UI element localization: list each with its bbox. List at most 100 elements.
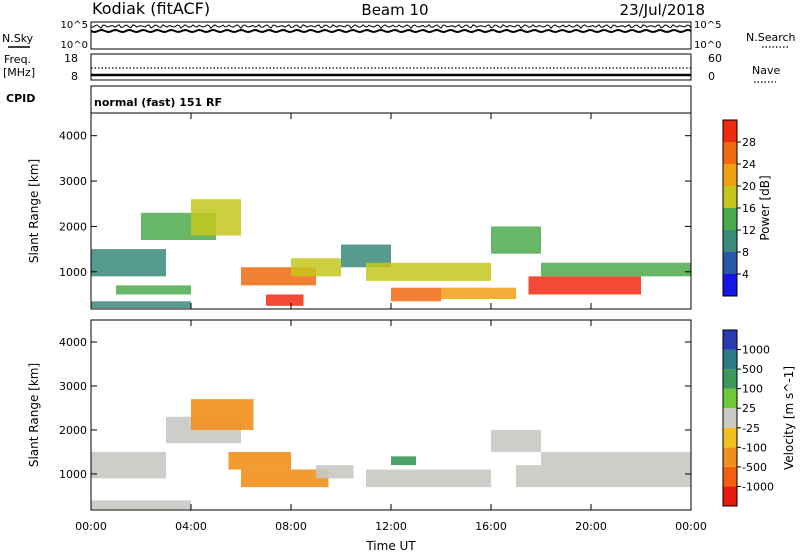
power-colorbar-tick-label-3: 16 (742, 202, 756, 215)
noise-right-tick-bottom: 10^0 (694, 40, 721, 51)
nave-label: Nave (752, 64, 780, 77)
freq-panel: Freq. [MHz] 18 8 60 0 Nave (3, 52, 780, 83)
power-region-11 (441, 287, 516, 300)
xtick-label-4: 16:00 (475, 520, 507, 533)
velocity-colorbar-label: Velocity [m s^-1] (782, 366, 796, 470)
power-region-4 (191, 199, 241, 236)
velocity-colorbar-swatch-8 (723, 330, 737, 350)
freq-label: Freq. (4, 53, 31, 66)
velocity-region-0 (91, 500, 191, 510)
noise-left-tick-bottom: 10^0 (61, 40, 88, 51)
power-panel: 1000 2000 3000 4000 Slant Range [km] (27, 112, 692, 310)
station-title: Kodiak (fitACF) (92, 0, 210, 18)
velocity-colorbar-tick-label-7: 1000 (742, 344, 770, 357)
nsearch-trace (90, 28, 692, 34)
power-ytick-label-3: 4000 (59, 130, 87, 143)
velocity-ytick-label-3: 4000 (59, 336, 87, 349)
xtick-label-5: 20:00 (575, 520, 607, 533)
power-region-14 (541, 262, 691, 277)
power-ytick-label-2: 3000 (59, 175, 87, 188)
power-colorbar-tick-label-0: 4 (742, 268, 749, 281)
nsky-label: N.Sky (2, 32, 34, 45)
power-region-2 (116, 285, 191, 295)
power-colorbar-swatch-5 (723, 164, 737, 186)
velocity-region-5 (241, 469, 329, 488)
velocity-region-1 (91, 451, 166, 479)
power-region-1 (91, 249, 166, 277)
power-colorbar: 4 8 12 16 20 24 28 Power [dB] (722, 119, 772, 297)
velocity-region-3 (191, 399, 254, 430)
freq-right-tick-top: 60 (708, 52, 722, 65)
velocity-colorbar-swatch-7 (723, 349, 737, 370)
power-colorbar-tick-label-5: 24 (742, 158, 756, 171)
velocity-colorbar-tick-label-3: -25 (742, 422, 760, 435)
velocity-ytick-label-1: 2000 (59, 424, 87, 437)
velocity-region-7 (391, 456, 416, 466)
velocity-region-4 (228, 451, 291, 470)
freq-right-tick-bottom: 0 (708, 70, 715, 83)
velocity-colorbar-tick-label-6: 500 (742, 363, 763, 376)
nsearch-label: N.Search (746, 31, 796, 44)
power-region-13 (528, 276, 641, 295)
xtick-label-0: 00:00 (75, 520, 107, 533)
velocity-region-6 (316, 465, 354, 479)
xtick-label-6: 00:00 (675, 520, 707, 533)
freq-left-tick-bottom: 8 (71, 70, 78, 83)
power-colorbar-swatch-1 (723, 252, 737, 274)
velocity-colorbar-tick-label-4: 25 (742, 402, 756, 415)
freq-left-tick-top: 18 (64, 52, 78, 65)
power-region-0 (91, 301, 191, 309)
power-ytick-label-0: 1000 (59, 266, 87, 279)
xtick-label-3: 12:00 (375, 520, 407, 533)
freq-unit-label: [MHz] (3, 66, 35, 79)
power-ylabel: Slant Range [km] (27, 159, 41, 263)
xtick-label-1: 04:00 (175, 520, 207, 533)
nsky-trace (90, 24, 692, 29)
velocity-colorbar-swatch-0 (723, 486, 737, 506)
power-ytick-label-1: 2000 (59, 220, 87, 233)
noise-panel: N.Sky 10^5 10^0 10^5 10^0 N.Search (2, 20, 796, 51)
velocity-region-9 (491, 429, 541, 452)
power-region-8 (341, 244, 391, 268)
velocity-colorbar-swatch-6 (723, 369, 737, 389)
power-region-9 (366, 262, 491, 281)
power-region-10 (391, 287, 441, 302)
velocity-colorbar-tick-label-0: -1000 (742, 480, 774, 493)
velocity-panel: 1000 2000 3000 4000 Slant Range [km] (27, 319, 692, 511)
velocity-ylabel: Slant Range [km] (27, 363, 41, 467)
x-axis-label: Time UT (365, 539, 416, 553)
noise-left-tick-top: 10^5 (61, 20, 88, 31)
velocity-region-11 (541, 451, 691, 466)
power-colorbar-swatch-2 (723, 230, 737, 252)
velocity-colorbar: -1000 -500 -100 -25 25 100 500 1000 Velocity [m… (722, 329, 796, 507)
power-region-12 (491, 226, 541, 254)
velocity-ytick-label-0: 1000 (59, 468, 87, 481)
power-region-6 (266, 294, 304, 306)
velocity-colorbar-swatch-3 (723, 427, 737, 448)
velocity-colorbar-swatch-2 (723, 447, 737, 467)
power-colorbar-tick-label-4: 20 (742, 180, 756, 193)
velocity-colorbar-swatch-1 (723, 466, 737, 487)
velocity-region-8 (366, 469, 491, 488)
velocity-region-10 (516, 465, 691, 488)
velocity-colorbar-tick-label-5: 100 (742, 383, 763, 396)
power-colorbar-tick-label-6: 28 (742, 136, 756, 149)
velocity-colorbar-swatch-4 (723, 408, 737, 428)
cpid-value: normal (fast) 151 RF (94, 96, 222, 109)
date-title: 23/Jul/2018 (620, 1, 705, 19)
power-region-7 (291, 258, 341, 277)
power-colorbar-swatch-0 (723, 274, 737, 296)
velocity-colorbar-tick-label-1: -500 (742, 461, 767, 474)
power-colorbar-label: Power [dB] (758, 175, 772, 240)
cpid-label: CPID (6, 92, 35, 105)
power-colorbar-tick-label-1: 8 (742, 246, 749, 259)
beam-title: Beam 10 (361, 1, 428, 19)
xtick-label-2: 08:00 (275, 520, 307, 533)
power-colorbar-swatch-3 (723, 208, 737, 230)
power-colorbar-tick-label-2: 12 (742, 224, 756, 237)
velocity-colorbar-tick-label-2: -100 (742, 441, 767, 454)
noise-right-tick-top: 10^5 (694, 20, 721, 31)
velocity-colorbar-swatch-5 (723, 388, 737, 409)
velocity-ytick-label-2: 3000 (59, 380, 87, 393)
